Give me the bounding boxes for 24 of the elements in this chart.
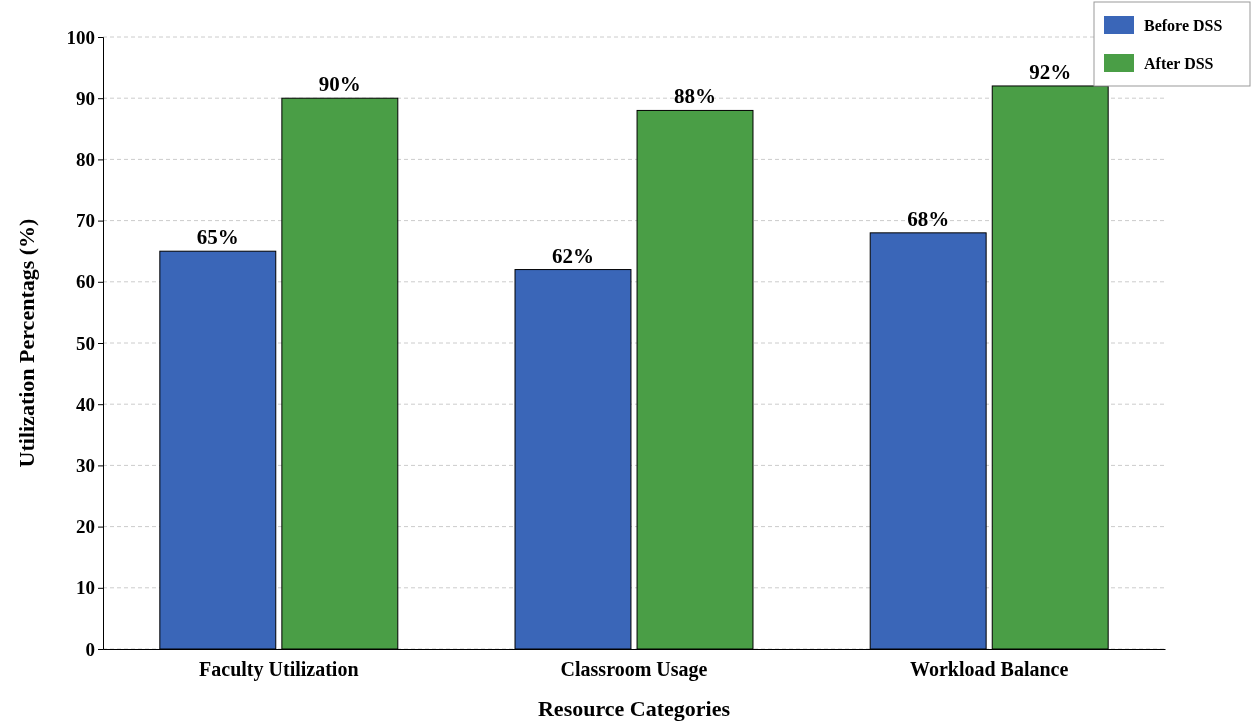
y-tick-label: 0 xyxy=(85,638,95,660)
y-tick-label: 80 xyxy=(76,148,95,170)
x-axis-title: Resource Categories xyxy=(537,696,731,721)
x-tick-label: Classroom Usage xyxy=(560,658,708,681)
data-label: 88% xyxy=(674,84,717,109)
data-label: 65% xyxy=(196,225,239,250)
y-tick-label: 70 xyxy=(76,210,95,232)
legend-label: After DSS xyxy=(1144,55,1214,72)
y-tick-label: 30 xyxy=(76,454,95,476)
data-label: 62% xyxy=(551,243,594,268)
y-tick-label: 90 xyxy=(76,87,95,109)
data-label: 90% xyxy=(318,72,361,97)
y-tick-label: 100 xyxy=(66,26,95,48)
data-label: 92% xyxy=(1029,59,1072,84)
y-tick-label: 10 xyxy=(76,577,95,599)
y-axis-title: Utilization Percentags (%) xyxy=(14,218,39,468)
y-tick-label: 40 xyxy=(76,393,95,415)
y-tick-label: 60 xyxy=(76,271,95,293)
x-tick-label: Faculty Utilization xyxy=(199,658,359,681)
x-tick-label: Workload Balance xyxy=(910,658,1069,680)
y-tick-label: 50 xyxy=(76,332,95,354)
data-label: 68% xyxy=(907,206,950,231)
y-tick-label: 20 xyxy=(76,516,95,538)
legend-label: Before DSS xyxy=(1144,17,1223,34)
